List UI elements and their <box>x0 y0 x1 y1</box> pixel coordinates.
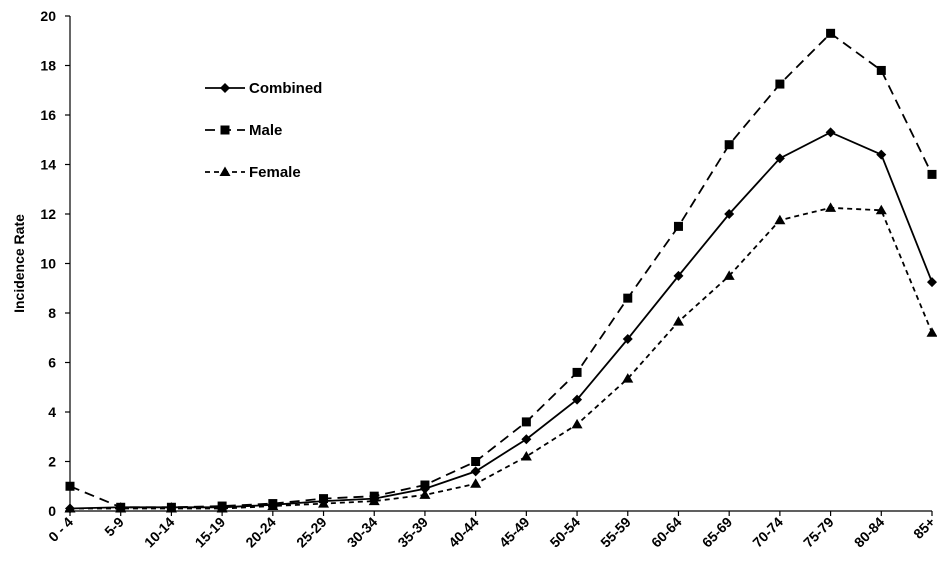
x-tick-label: 10-14 <box>141 514 178 551</box>
series-combined <box>65 127 937 514</box>
data-point-female <box>419 489 431 499</box>
y-tick-label: 14 <box>40 157 56 173</box>
data-point-female <box>571 418 583 429</box>
x-tick-label: 5-9 <box>101 514 127 540</box>
x-tick-label: 35-39 <box>394 514 431 551</box>
y-tick-label: 2 <box>48 454 56 470</box>
y-tick-label: 12 <box>40 206 56 222</box>
x-tick-label: 50-54 <box>547 514 584 551</box>
data-point-female <box>774 214 786 225</box>
data-point-combined <box>876 149 887 160</box>
data-point-male <box>420 480 430 490</box>
x-tick-label: 25-29 <box>293 514 330 551</box>
data-point-male <box>927 169 937 179</box>
legend-marker-combined <box>220 83 230 93</box>
data-point-female <box>115 503 127 513</box>
data-point-male <box>673 221 683 231</box>
data-point-male <box>826 28 836 38</box>
data-point-combined <box>622 333 633 344</box>
data-point-male <box>724 140 734 150</box>
x-tick-label: 70-74 <box>749 514 786 551</box>
y-tick-label: 4 <box>48 404 56 420</box>
y-tick-label: 6 <box>48 355 56 371</box>
y-tick-label: 20 <box>40 8 56 24</box>
data-point-female <box>875 204 887 215</box>
legend-label-male: Male <box>249 122 282 139</box>
data-point-combined <box>825 127 836 138</box>
x-tick-label: 80-84 <box>851 514 888 551</box>
data-point-female <box>165 503 177 513</box>
data-point-combined <box>521 434 532 445</box>
legend-marker-male <box>220 125 230 135</box>
x-tick-label: 15-19 <box>192 514 229 551</box>
data-point-female <box>216 503 228 513</box>
y-tick-label: 18 <box>40 58 56 74</box>
data-point-female <box>672 316 684 326</box>
y-tick-label: 10 <box>40 256 56 272</box>
x-tick-label: 20-24 <box>242 514 279 551</box>
data-point-combined <box>470 466 481 477</box>
series-line-male <box>69 32 933 509</box>
data-point-female <box>926 327 937 337</box>
data-point-female <box>825 202 837 212</box>
data-point-combined <box>774 153 785 164</box>
legend-label-female: Female <box>249 164 301 181</box>
legend: Combined Male Female <box>205 80 322 181</box>
data-point-female <box>723 270 735 280</box>
data-point-female <box>622 373 634 383</box>
series-female <box>64 202 937 513</box>
y-axis-title: Incidence Rate <box>11 214 27 313</box>
data-point-female <box>318 498 330 508</box>
data-point-combined <box>927 277 937 288</box>
data-point-male <box>521 417 531 427</box>
data-point-male <box>876 65 886 75</box>
legend-item-male: Male <box>205 122 282 139</box>
legend-marker-female <box>219 166 231 176</box>
series-line-combined <box>69 131 933 510</box>
y-tick-label: 8 <box>48 305 56 321</box>
x-tick-label: 85+ <box>910 514 937 542</box>
data-point-combined <box>572 394 583 405</box>
series-layer <box>64 28 937 514</box>
x-tick-label: 60-64 <box>648 514 685 551</box>
data-point-male <box>471 457 481 466</box>
legend-item-female: Female <box>205 164 301 181</box>
x-tick-label: 75-79 <box>800 514 837 551</box>
x-tick-label: 30-34 <box>344 514 381 551</box>
legend-label-combined: Combined <box>249 80 322 97</box>
series-line-female <box>70 206 933 510</box>
x-tick-label: 65-69 <box>699 514 736 551</box>
data-point-male <box>775 79 785 89</box>
data-point-combined <box>724 209 735 219</box>
x-tick-label: 40-44 <box>445 514 482 551</box>
x-tick-label: 45-49 <box>496 514 533 551</box>
data-point-male <box>65 481 75 491</box>
y-tick-label: 16 <box>40 107 56 123</box>
data-point-female <box>520 451 532 461</box>
data-point-male <box>572 367 582 377</box>
data-point-male <box>623 293 633 303</box>
data-point-female <box>267 500 279 511</box>
y-tick-label: 0 <box>48 503 56 519</box>
data-point-female <box>64 503 76 513</box>
data-point-female <box>470 478 482 488</box>
legend-item-combined: Combined <box>205 80 322 97</box>
data-point-female <box>368 495 380 506</box>
series-male <box>65 28 937 512</box>
x-tick-label: 55-59 <box>597 514 634 551</box>
data-point-combined <box>673 270 684 281</box>
